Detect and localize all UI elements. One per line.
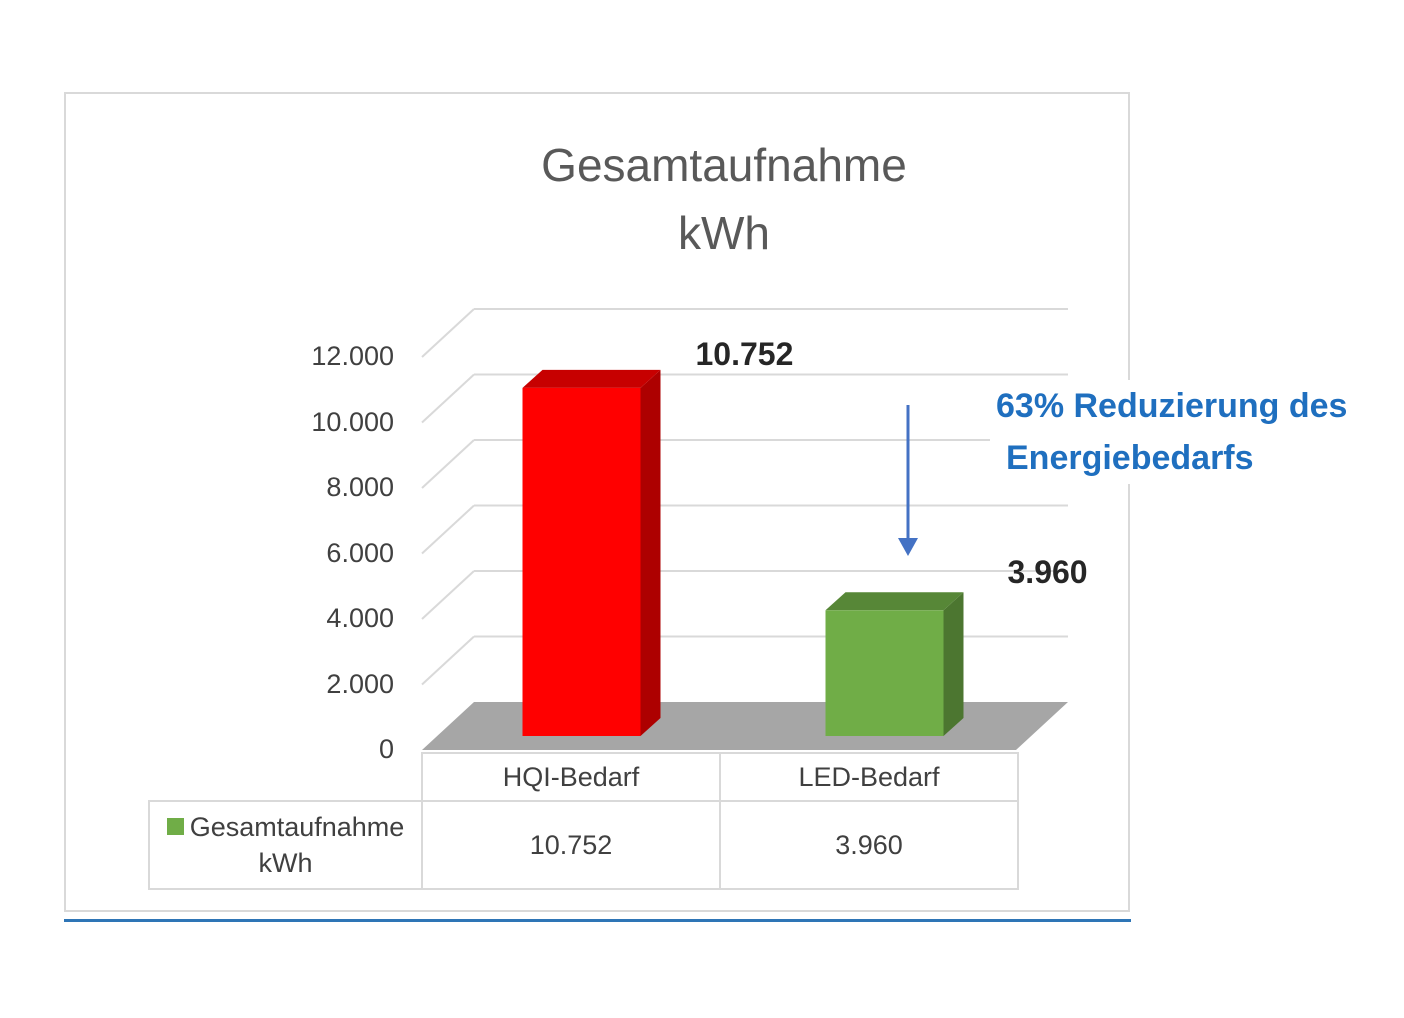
- annotation-line-1: 63% Reduzierung des: [996, 387, 1348, 425]
- gridline-depth: [421, 635, 475, 686]
- gridline-depth: [421, 570, 475, 620]
- bar-side: [943, 592, 964, 736]
- data-table-row: Gesamtaufnahme kWh 10.752 3.960: [148, 800, 1019, 890]
- chart-title: Gesamtaufnahme: [541, 139, 907, 191]
- y-tick-label: 2.000: [326, 668, 394, 699]
- data-table-corner: [149, 753, 423, 802]
- reduction-annotation: 63% Reduzierung des Energiebedarfs: [990, 380, 1354, 484]
- y-tick-label: 6.000: [326, 537, 394, 568]
- bar-top: [825, 592, 964, 611]
- reduction-arrow-head: [898, 538, 918, 556]
- bar-top: [522, 369, 661, 388]
- category-label-led: LED-Bedarf: [719, 752, 1019, 802]
- y-tick-label: 4.000: [326, 603, 394, 633]
- bar-led: [825, 610, 944, 736]
- gridline-depth: [421, 373, 475, 424]
- gridline-depth: [421, 308, 475, 358]
- bar-side: [640, 369, 661, 736]
- y-tick-label: 8.000: [326, 472, 394, 502]
- data-label-hqi: 10.752: [695, 335, 794, 372]
- category-label-hqi: HQI-Bedarf: [421, 752, 721, 802]
- annotation-line-2: Energiebedarfs: [1006, 439, 1254, 477]
- legend-label-line-1: Gesamtaufnahme: [189, 812, 405, 842]
- data-table-value-led: 3.960: [719, 800, 1019, 890]
- bottom-rule: [64, 919, 1131, 922]
- bar-hqi: [522, 387, 641, 736]
- data-table: HQI-Bedarf LED-Bedarf Gesamtaufnahme kWh…: [148, 752, 1019, 890]
- y-tick-label: 12.000: [311, 341, 394, 371]
- legend-label-line-2: kWh: [258, 848, 313, 878]
- legend-swatch: [166, 818, 184, 836]
- data-table-value-hqi: 10.752: [421, 800, 721, 890]
- chart-title-unit: kWh: [678, 207, 770, 259]
- gridline-depth: [421, 439, 475, 489]
- data-table-legend-cell: Gesamtaufnahme kWh: [148, 800, 423, 890]
- data-table-header-row: HQI-Bedarf LED-Bedarf: [149, 752, 1019, 802]
- data-label-led: 3.960: [1007, 554, 1088, 591]
- gridline-depth: [421, 504, 475, 555]
- chart-floor: [422, 702, 1068, 750]
- y-tick-label: 10.000: [311, 406, 394, 437]
